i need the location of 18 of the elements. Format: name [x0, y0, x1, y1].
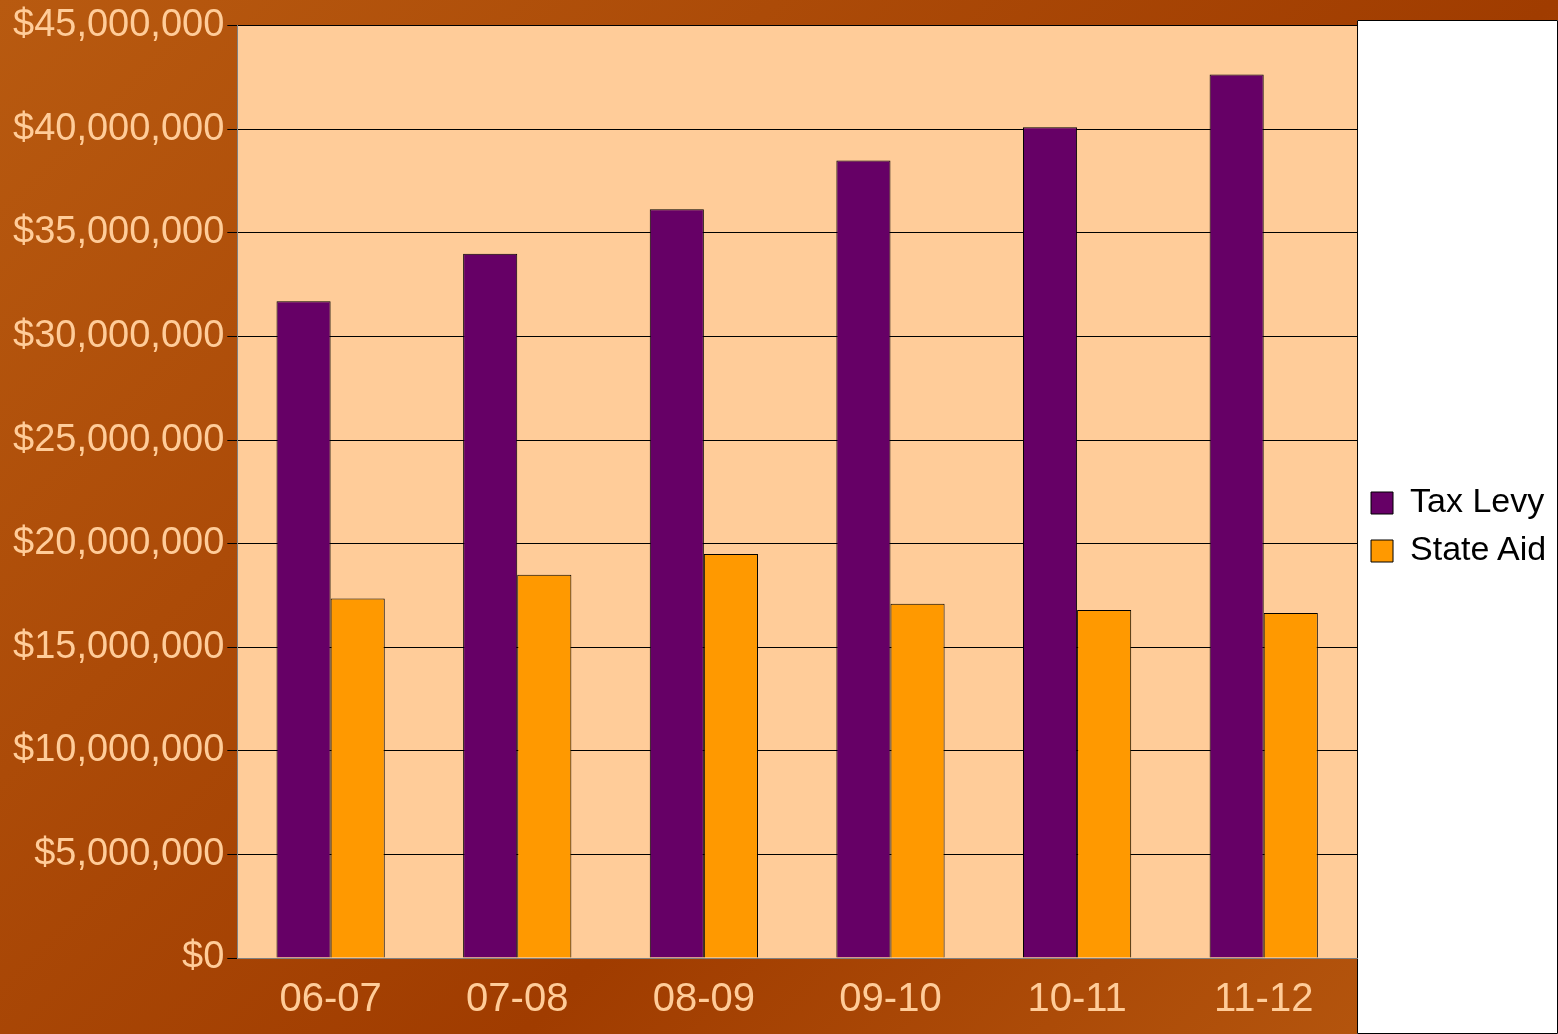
y-tick-label: $35,000,000 [12, 209, 225, 252]
y-tick-label: $40,000,000 [12, 105, 225, 148]
y-tick-label: $5,000,000 [34, 830, 225, 873]
y-tick-label: $15,000,000 [12, 623, 225, 666]
x-tick-label: 07-08 [466, 975, 569, 1020]
y-tick-label: $30,000,000 [12, 313, 225, 356]
y-tick-label: $0 [182, 934, 225, 977]
x-tick-label: 08-09 [652, 975, 756, 1020]
x-tick-label: 06-07 [279, 975, 382, 1020]
y-tick-label: $20,000,000 [12, 520, 225, 563]
y-tick-label: $45,000,000 [12, 2, 225, 45]
y-tick-label: $10,000,000 [12, 727, 225, 770]
y-tick-label: $25,000,000 [12, 416, 225, 459]
legend-label: Tax Levy [1410, 481, 1545, 520]
x-tick-label: 11-12 [1214, 975, 1314, 1020]
legend-label: State Aid [1410, 529, 1547, 568]
x-tick-label: 10-11 [1027, 975, 1127, 1020]
x-tick-label: 09-10 [839, 975, 942, 1020]
